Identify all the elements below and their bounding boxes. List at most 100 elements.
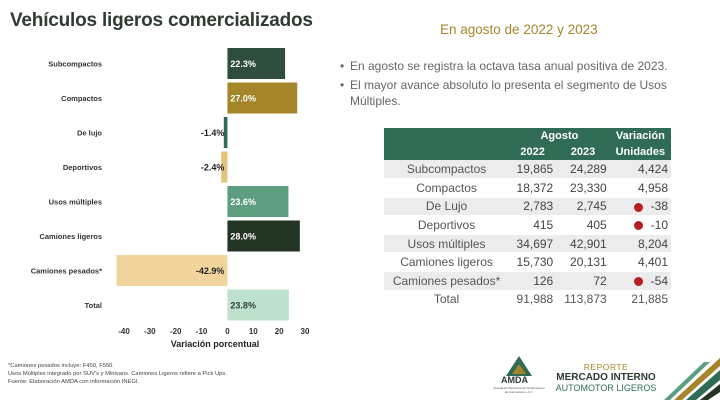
- data-label: -2.4%: [201, 163, 225, 173]
- table-row: Compactos 18,372 23,330 4,958: [384, 178, 671, 198]
- row-2022: 126: [509, 271, 557, 291]
- logo-peak-icon: [512, 364, 526, 374]
- table-header-group: Agosto: [509, 128, 610, 144]
- bar-chart: Subcompactos 22.3% Compactos 27.0% De lujo -1…: [31, 48, 310, 349]
- row-name: Camiones ligeros: [384, 252, 510, 273]
- decorative-stripes-icon: [664, 358, 720, 400]
- row-variation: -54: [609, 271, 671, 291]
- footnote: *Camiones pesados incluye: F450, F550.: [8, 363, 115, 369]
- row-variation: 8,204: [609, 234, 671, 254]
- table-row: De Lujo 2,783 2,745 -38: [384, 197, 671, 217]
- table-header-2022: 2022: [509, 144, 557, 160]
- bar: [227, 48, 286, 79]
- footnote: Usos Múltiples integrado por SUV's y Min…: [8, 371, 227, 377]
- table-row: Subcompactos 19,865 24,289 4,424: [384, 160, 671, 180]
- footnotes: *Camiones pesados incluye: F450, F550. U…: [8, 362, 227, 386]
- bar: [116, 255, 228, 286]
- bar: [221, 151, 228, 183]
- bar: [227, 289, 289, 321]
- row-2023: 20,131: [556, 252, 610, 273]
- x-tick-label: -40: [118, 327, 130, 336]
- row-name: Usos múltiples: [384, 234, 510, 254]
- category-label: Subcompactos: [48, 60, 102, 69]
- row-2022: 19,865: [509, 160, 557, 180]
- category-label: Deportivos: [63, 163, 102, 172]
- row-name: Camiones pesados*: [384, 271, 510, 291]
- row-2023: 2,745: [556, 197, 610, 217]
- x-tick-label: 30: [301, 327, 310, 336]
- bullet-list: En agosto se registra la octava tasa anu…: [340, 58, 710, 112]
- table-header-blank: [384, 144, 510, 160]
- page-subtitle: En agosto de 2022 y 2023: [440, 22, 598, 37]
- data-label: 27.0%: [230, 94, 256, 104]
- row-name: Deportivos: [384, 215, 510, 235]
- footnote: Fuente: Elaboración AMDA con información…: [8, 379, 140, 385]
- category-label: Compactos: [61, 94, 102, 103]
- negative-dot-icon: [633, 221, 643, 231]
- bar: [227, 186, 289, 217]
- table-row: Camiones pesados* 126 72 -54: [384, 271, 671, 291]
- row-2022: 34,697: [509, 234, 557, 254]
- report-badge: REPORTE MERCADO INTERNO AUTOMOTOR LIGERO…: [551, 362, 661, 393]
- table-row: Usos múltiples 34,697 42,901 8,204: [384, 234, 671, 254]
- bar: [223, 117, 228, 148]
- row-name: De Lujo: [384, 197, 510, 217]
- table-header-2023: 2023: [556, 144, 610, 160]
- x-tick-label: -30: [144, 327, 156, 336]
- row-2022: 91,988: [509, 290, 557, 310]
- row-variation: 4,958: [609, 178, 671, 198]
- x-tick-label: 10: [249, 327, 258, 336]
- table-header-variation: Variación: [609, 128, 671, 144]
- data-label: 28.0%: [230, 232, 256, 242]
- x-tick-label: -20: [170, 327, 182, 336]
- logo-org: Asociación Mexicana de Distribuidores de…: [493, 386, 545, 394]
- row-2022: 15,730: [509, 252, 557, 273]
- category-label: Camiones pesados*: [31, 267, 102, 276]
- x-tick-label: 20: [275, 327, 284, 336]
- report-line-1: REPORTE: [583, 362, 629, 372]
- row-name: Compactos: [384, 178, 510, 198]
- row-variation: 4,401: [609, 252, 671, 273]
- x-axis-label: Variación porcentual: [171, 339, 260, 349]
- bar: [227, 220, 300, 252]
- row-2022: 2,783: [509, 197, 557, 217]
- category-label: Camiones ligeros: [39, 232, 102, 241]
- table-header-blank: [384, 128, 510, 144]
- data-label: -42.9%: [196, 266, 225, 276]
- row-2023: 113,873: [556, 290, 610, 310]
- logo-brand: AMDA: [501, 375, 528, 385]
- row-variation: -10: [609, 215, 671, 235]
- sales-table: Agosto Variación 2022 2023 Unidades Subc…: [384, 128, 671, 310]
- row-name: Total: [384, 290, 510, 310]
- row-2022: 415: [509, 215, 557, 235]
- row-variation: 4,424: [609, 160, 671, 180]
- row-2023: 42,901: [556, 234, 610, 254]
- amda-logo: AMDA Asociación Mexicana de Distribuidor…: [493, 352, 545, 398]
- row-2023: 72: [556, 271, 610, 291]
- table-header-units: Unidades: [609, 144, 671, 160]
- report-line-3: AUTOMOTOR LIGEROS: [555, 383, 657, 393]
- row-2023: 405: [556, 215, 610, 235]
- data-label: 22.3%: [230, 59, 256, 69]
- x-tick-label: -10: [196, 327, 208, 336]
- row-variation: -38: [609, 197, 671, 217]
- row-variation: 21,885: [609, 290, 671, 310]
- category-label: De lujo: [77, 129, 102, 138]
- table-row: Deportivos 415 405 -10: [384, 215, 671, 235]
- row-2023: 23,330: [556, 178, 610, 198]
- bullet-item: El mayor avance absoluto lo presenta el …: [340, 77, 710, 109]
- negative-dot-icon: [633, 277, 643, 287]
- negative-dot-icon: [633, 202, 643, 212]
- table-row: Camiones ligeros 15,730 20,131 4,401: [384, 252, 671, 273]
- report-line-2: MERCADO INTERNO: [556, 372, 656, 383]
- page-title: Vehículos ligeros comercializados: [10, 10, 313, 31]
- data-label: 23.6%: [230, 197, 256, 207]
- bar: [227, 82, 298, 114]
- category-label: Total: [85, 301, 102, 310]
- row-name: Subcompactos: [384, 160, 510, 180]
- row-2023: 24,289: [556, 160, 610, 180]
- data-label: -1.4%: [201, 128, 225, 138]
- row-2022: 18,372: [509, 178, 557, 198]
- data-label: 23.8%: [230, 301, 256, 311]
- table-row: Total 91,988 113,873 21,885: [384, 290, 671, 310]
